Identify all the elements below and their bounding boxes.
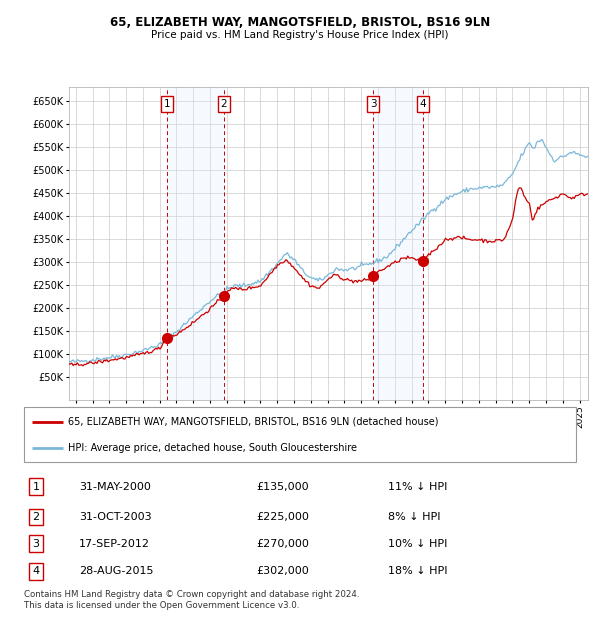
Text: 18% ↓ HPI: 18% ↓ HPI	[388, 567, 448, 577]
Text: £270,000: £270,000	[256, 539, 309, 549]
Text: 3: 3	[370, 99, 376, 109]
Text: £302,000: £302,000	[256, 567, 308, 577]
Bar	[373, 87, 423, 400]
Text: HPI: Average price, detached house, South Gloucestershire: HPI: Average price, detached house, Sout…	[68, 443, 357, 453]
Text: 31-MAY-2000: 31-MAY-2000	[79, 482, 151, 492]
Bar	[167, 87, 224, 400]
Text: Contains HM Land Registry data © Crown copyright and database right 2024.
This d: Contains HM Land Registry data © Crown c…	[24, 590, 359, 609]
Text: 65, ELIZABETH WAY, MANGOTSFIELD, BRISTOL, BS16 9LN: 65, ELIZABETH WAY, MANGOTSFIELD, BRISTOL…	[110, 16, 490, 29]
Text: 11% ↓ HPI: 11% ↓ HPI	[388, 482, 448, 492]
Text: 28-AUG-2015: 28-AUG-2015	[79, 567, 154, 577]
Text: 4: 4	[419, 99, 426, 109]
Text: £225,000: £225,000	[256, 512, 309, 522]
Text: 2: 2	[221, 99, 227, 109]
Text: 65, ELIZABETH WAY, MANGOTSFIELD, BRISTOL, BS16 9LN (detached house): 65, ELIZABETH WAY, MANGOTSFIELD, BRISTOL…	[68, 417, 439, 427]
Text: 4: 4	[32, 567, 40, 577]
Text: 31-OCT-2003: 31-OCT-2003	[79, 512, 152, 522]
Text: 8% ↓ HPI: 8% ↓ HPI	[388, 512, 441, 522]
Text: 1: 1	[163, 99, 170, 109]
FancyBboxPatch shape	[24, 407, 576, 462]
Text: 1: 1	[32, 482, 40, 492]
Text: Price paid vs. HM Land Registry's House Price Index (HPI): Price paid vs. HM Land Registry's House …	[151, 30, 449, 40]
Text: £135,000: £135,000	[256, 482, 308, 492]
Text: 2: 2	[32, 512, 40, 522]
Text: 10% ↓ HPI: 10% ↓ HPI	[388, 539, 448, 549]
Text: 17-SEP-2012: 17-SEP-2012	[79, 539, 150, 549]
Text: 3: 3	[32, 539, 40, 549]
